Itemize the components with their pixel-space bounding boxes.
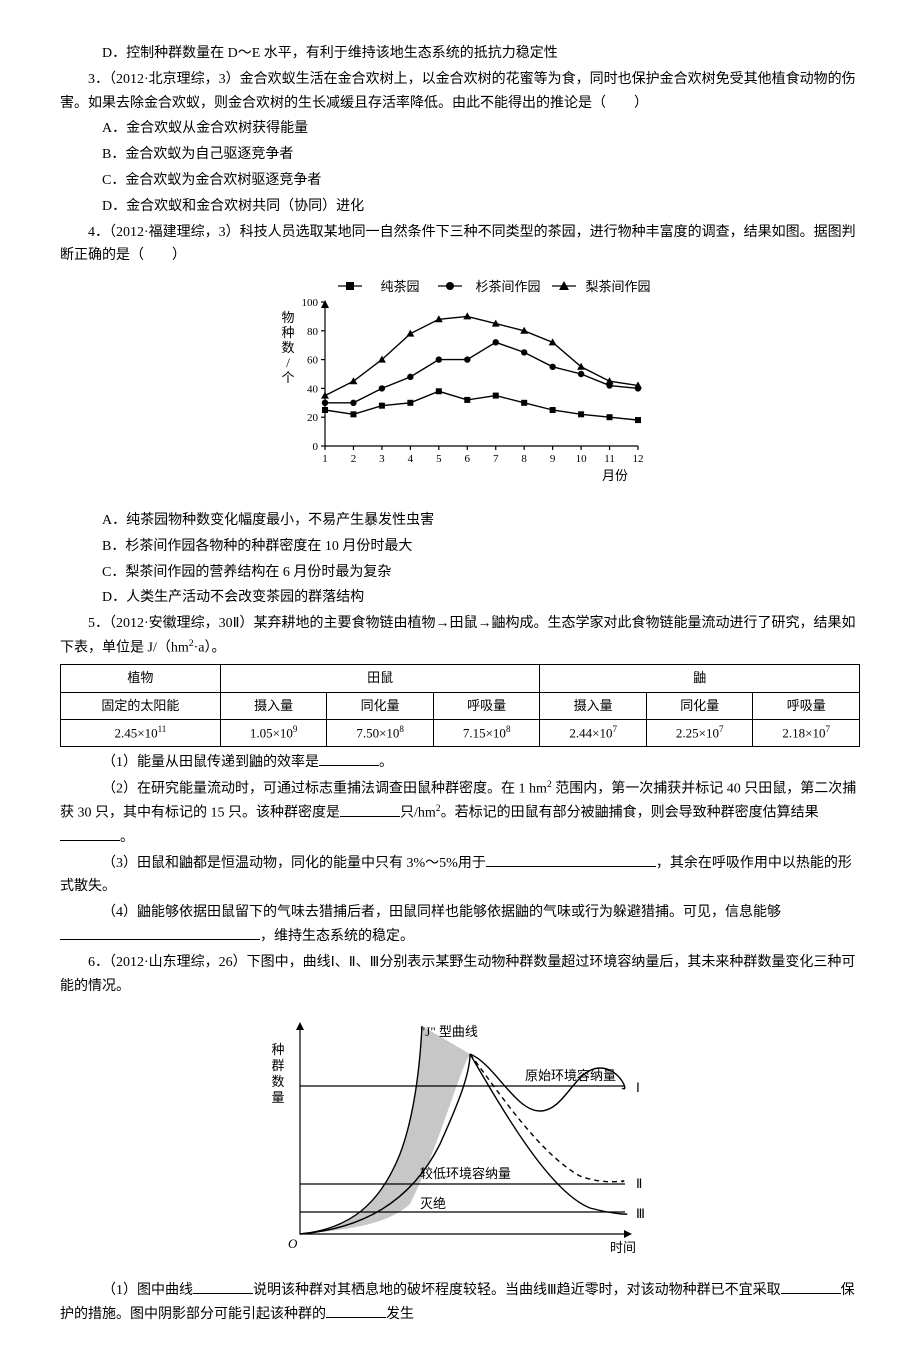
svg-text:种: 种 — [281, 325, 294, 340]
svg-text:杉茶间作园: 杉茶间作园 — [475, 279, 540, 294]
q4-optA: A．纯茶园物种数变化幅度最小，不易产生暴发性虫害 — [60, 509, 860, 533]
svg-text:0: 0 — [313, 441, 319, 453]
svg-text:数: 数 — [281, 340, 294, 355]
svg-text:Ⅱ: Ⅱ — [636, 1176, 642, 1191]
svg-text:O: O — [288, 1236, 298, 1251]
q4-optB: B．杉茶间作园各物种的种群密度在 10 月份时最大 — [60, 535, 860, 559]
q3-stem: 3．（2012·北京理综，3）金合欢蚁生活在金合欢树上，以金合欢树的花蜜等为食，… — [60, 68, 860, 116]
svg-text:个: 个 — [281, 370, 294, 385]
svg-text:12: 12 — [633, 453, 644, 465]
svg-text:7: 7 — [493, 453, 499, 465]
svg-text:较低环境容纳量: 较低环境容纳量 — [420, 1166, 511, 1181]
q3-optA: A．金合欢蚁从金合欢树获得能量 — [60, 117, 860, 141]
blank — [340, 802, 400, 817]
q6-chart: "J" 型曲线原始环境容纳量较低环境容纳量灭绝 Ⅰ Ⅱ Ⅲ O 时间 种群数量 — [60, 1004, 860, 1273]
svg-text:物: 物 — [281, 310, 294, 325]
q4-chart-svg: 纯茶园杉茶间作园梨茶间作园020406080100123456789101112… — [270, 274, 650, 494]
svg-text:100: 100 — [302, 297, 319, 309]
td-h3: 呼吸量 — [433, 692, 540, 719]
svg-text:Ⅲ: Ⅲ — [636, 1206, 645, 1221]
q4-optD: D．人类生产活动不会改变茶园的群落结构 — [60, 586, 860, 610]
q3-optD: D．金合欢蚁和金合欢树共同（协同）进化 — [60, 195, 860, 219]
td-v3: 7.15×108 — [433, 719, 540, 746]
svg-text:8: 8 — [521, 453, 527, 465]
svg-text:2: 2 — [351, 453, 357, 465]
svg-text:月份: 月份 — [602, 468, 628, 483]
q6-chart-svg: "J" 型曲线原始环境容纳量较低环境容纳量灭绝 Ⅰ Ⅱ Ⅲ O 时间 种群数量 — [250, 1004, 670, 1264]
q5-p4: （4）鼬能够依据田鼠留下的气味去猎捕后者，田鼠同样也能够依据鼬的气味或行为躲避猎… — [60, 901, 860, 949]
blank — [319, 751, 379, 766]
blank — [60, 925, 260, 940]
td-v5: 2.25×107 — [646, 719, 753, 746]
q4-stem: 4．（2012·福建理综，3）科技人员选取某地同一自然条件下三种不同类型的茶园，… — [60, 221, 860, 269]
th-weasel: 鼬 — [540, 665, 860, 692]
q3-stem-text: 3．（2012·北京理综，3）金合欢蚁生活在金合欢树上，以金合欢树的花蜜等为食，… — [60, 72, 856, 111]
td-v4: 2.44×107 — [540, 719, 647, 746]
blank — [326, 1303, 386, 1318]
q2-optD-text: D．控制种群数量在 D～E 水平，有利于维持该地生态系统的抵抗力稳定性 — [102, 46, 558, 61]
td-v2: 7.50×108 — [327, 719, 434, 746]
svg-text:11: 11 — [604, 453, 615, 465]
q5-stem: 5．（2012·安徽理综，30Ⅱ）某弃耕地的主要食物链由植物→田鼠→鼬构成。生态… — [60, 612, 860, 660]
svg-text:40: 40 — [307, 384, 319, 396]
blank — [781, 1279, 841, 1294]
svg-text:纯茶园: 纯茶园 — [380, 279, 419, 294]
svg-text:1: 1 — [322, 453, 328, 465]
td-v0: 2.45×1011 — [61, 719, 221, 746]
svg-text:数: 数 — [271, 1074, 284, 1089]
svg-text:Ⅰ: Ⅰ — [636, 1080, 640, 1095]
td-h0: 固定的太阳能 — [61, 692, 221, 719]
svg-text:灭绝: 灭绝 — [420, 1196, 446, 1211]
svg-text:80: 80 — [307, 326, 319, 338]
q5-table: 植物 田鼠 鼬 固定的太阳能 摄入量 同化量 呼吸量 摄入量 同化量 呼吸量 2… — [60, 664, 860, 747]
svg-text:群: 群 — [271, 1058, 284, 1073]
blank — [486, 852, 656, 867]
svg-text:6: 6 — [465, 453, 471, 465]
svg-text:种: 种 — [271, 1042, 284, 1057]
svg-text:5: 5 — [436, 453, 442, 465]
th-mouse: 田鼠 — [220, 665, 540, 692]
table-row: 植物 田鼠 鼬 — [61, 665, 860, 692]
q5-p2: （2）在研究能量流动时，可通过标志重捕法调查田鼠种群密度。在 1 hm2 范围内… — [60, 777, 860, 850]
td-h2: 同化量 — [327, 692, 434, 719]
td-h6: 呼吸量 — [753, 692, 860, 719]
table-row: 2.45×1011 1.05×109 7.50×108 7.15×108 2.4… — [61, 719, 860, 746]
td-v6: 2.18×107 — [753, 719, 860, 746]
blank — [60, 826, 120, 841]
td-v1: 1.05×109 — [220, 719, 327, 746]
svg-text:4: 4 — [408, 453, 414, 465]
svg-text:"J" 型曲线: "J" 型曲线 — [420, 1024, 478, 1039]
q4-optC: C．梨茶间作园的营养结构在 6 月份时最为复杂 — [60, 561, 860, 585]
svg-text:量: 量 — [271, 1090, 284, 1105]
q6-stem: 6．（2012·山东理综，26）下图中，曲线Ⅰ、Ⅱ、Ⅲ分别表示某野生动物种群数量… — [60, 951, 860, 999]
td-h4: 摄入量 — [540, 692, 647, 719]
blank — [193, 1279, 253, 1294]
td-h5: 同化量 — [646, 692, 753, 719]
th-plant: 植物 — [61, 665, 221, 692]
svg-text:时间: 时间 — [610, 1240, 636, 1255]
q5-p3: （3）田鼠和鼬都是恒温动物，同化的能量中只有 3%～5%用于，其余在呼吸作用中以… — [60, 852, 860, 900]
svg-text:3: 3 — [379, 453, 385, 465]
q3-optC: C．金合欢蚁为金合欢树驱逐竞争者 — [60, 169, 860, 193]
table-row: 固定的太阳能 摄入量 同化量 呼吸量 摄入量 同化量 呼吸量 — [61, 692, 860, 719]
q6-p1: （1）图中曲线说明该种群对其栖息地的破坏程度较轻。当曲线Ⅲ趋近零时，对该动物种群… — [60, 1279, 860, 1327]
svg-text:20: 20 — [307, 412, 319, 424]
q3-optB: B．金合欢蚁为自己驱逐竞争者 — [60, 143, 860, 167]
td-h1: 摄入量 — [220, 692, 327, 719]
svg-text:60: 60 — [307, 355, 319, 367]
svg-text:10: 10 — [576, 453, 588, 465]
svg-text:原始环境容纳量: 原始环境容纳量 — [525, 1068, 616, 1083]
svg-text:梨茶间作园: 梨茶间作园 — [585, 279, 650, 294]
q5-p1: （1）能量从田鼠传递到鼬的效率是。 — [60, 751, 860, 775]
svg-text:9: 9 — [550, 453, 556, 465]
q4-chart: 纯茶园杉茶间作园梨茶间作园020406080100123456789101112… — [60, 274, 860, 503]
q2-optD: D．控制种群数量在 D～E 水平，有利于维持该地生态系统的抵抗力稳定性 — [60, 42, 860, 66]
svg-text:/: / — [286, 355, 290, 370]
